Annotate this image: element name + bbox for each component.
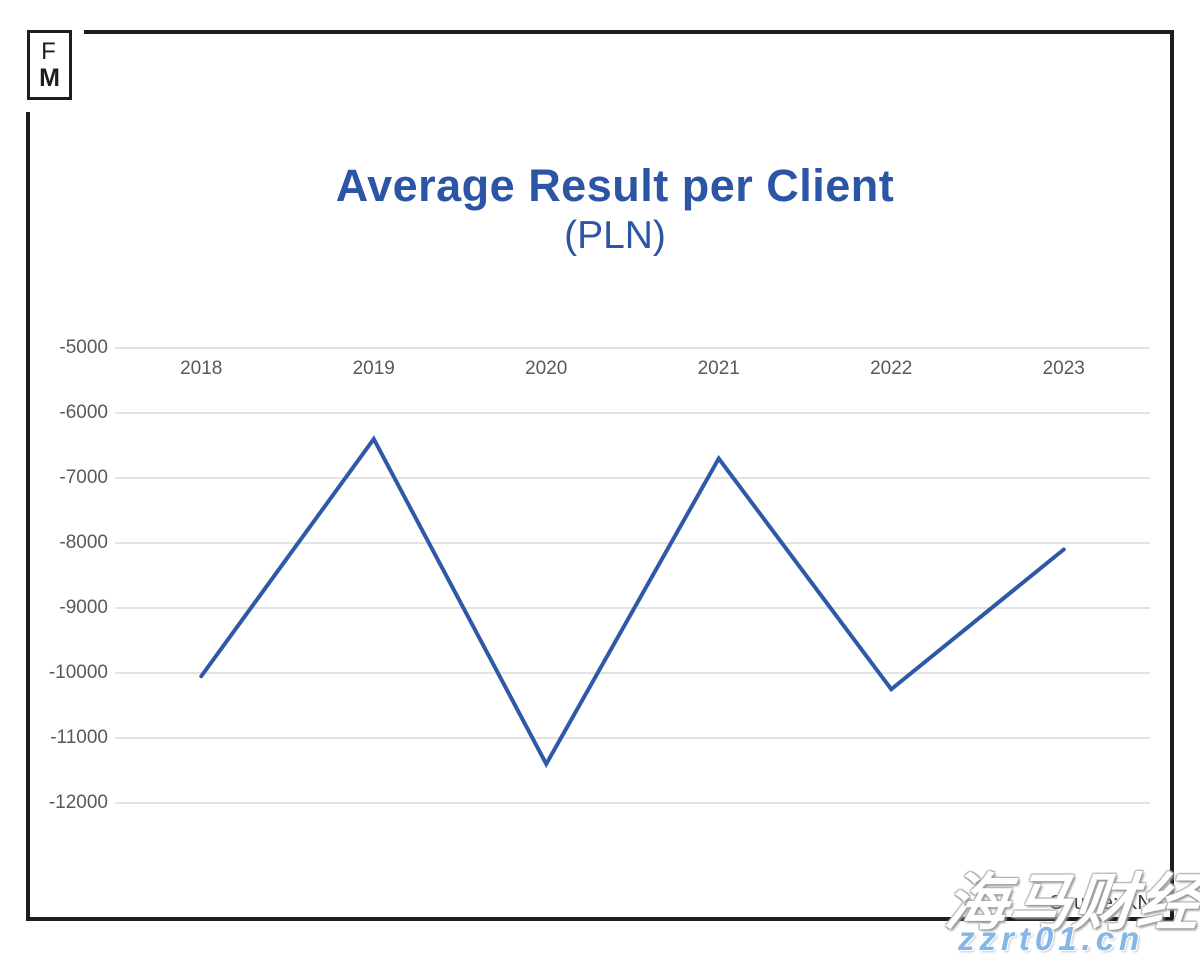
x-tick-label-2020: 2020 bbox=[525, 358, 568, 379]
y-tick-label--12000: -12000 bbox=[48, 792, 108, 813]
source-note: Source: KNF bbox=[1049, 892, 1164, 914]
x-tick-label-2018: 2018 bbox=[180, 358, 223, 379]
x-tick-label-2019: 2019 bbox=[352, 358, 395, 379]
data-line-series bbox=[199, 435, 1066, 769]
y-tick-label--8000: -8000 bbox=[59, 532, 108, 553]
fm-logo: F M bbox=[27, 30, 72, 100]
page-title: Average Result per Client bbox=[335, 160, 895, 211]
y-tick-label--11000: -11000 bbox=[50, 727, 108, 748]
y-tick-label--9000: -9000 bbox=[59, 597, 108, 618]
y-tick-label--7000: -7000 bbox=[59, 467, 108, 488]
y-tick-label--10000: -10000 bbox=[48, 662, 108, 683]
fm-logo-letter-m: M bbox=[39, 63, 60, 92]
chart-frame-border bbox=[26, 30, 1174, 921]
watermark-url-text: zzrt01.cn bbox=[958, 920, 1145, 955]
x-tick-label-2022: 2022 bbox=[870, 358, 913, 379]
y-tick-label--6000: -6000 bbox=[59, 402, 108, 423]
fm-logo-letter-f: F bbox=[41, 37, 56, 65]
x-tick-label-2023: 2023 bbox=[1042, 358, 1085, 379]
x-tick-label-2021: 2021 bbox=[697, 358, 740, 379]
y-tick-label--5000: -5000 bbox=[59, 337, 108, 358]
page-subtitle: (PLN) bbox=[564, 214, 666, 257]
